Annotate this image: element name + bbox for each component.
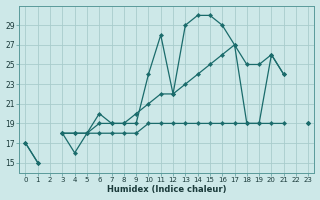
X-axis label: Humidex (Indice chaleur): Humidex (Indice chaleur) bbox=[107, 185, 227, 194]
